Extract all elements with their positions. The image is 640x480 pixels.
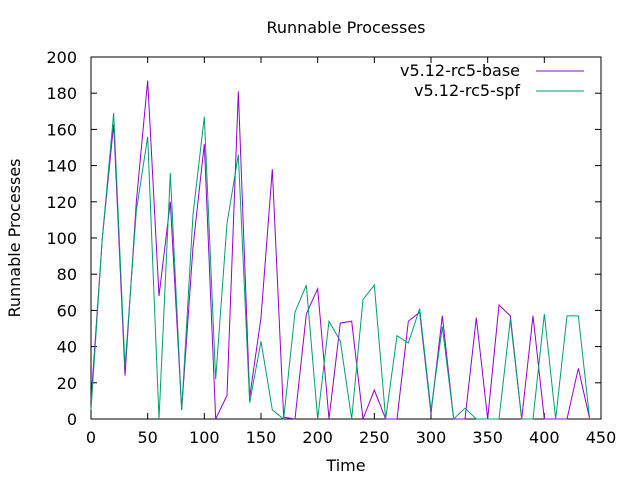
y-tick-label: 200 [46, 48, 77, 67]
y-tick-label: 160 [46, 120, 77, 139]
y-tick-label: 180 [46, 84, 77, 103]
series-layer [90, 80, 591, 421]
x-tick-label: 450 [586, 428, 617, 447]
series-line-0 [90, 80, 591, 420]
y-tick-label: 100 [46, 229, 77, 248]
y-tick-label: 40 [57, 338, 77, 357]
y-tick-label: 0 [67, 410, 77, 429]
y-tick-label: 60 [57, 301, 77, 320]
x-tick-label: 250 [359, 428, 390, 447]
x-axis-label: Time [325, 456, 365, 475]
legend-label: v5.12-rc5-spf [414, 81, 520, 100]
series-line-1 [90, 113, 591, 421]
x-tick-label: 100 [189, 428, 220, 447]
x-tick-label: 0 [86, 428, 96, 447]
y-tick-label: 80 [57, 265, 77, 284]
y-tick-label: 120 [46, 193, 77, 212]
y-axis-label: Runnable Processes [5, 158, 24, 317]
x-tick-label: 150 [246, 428, 277, 447]
x-tick-label: 400 [529, 428, 560, 447]
x-tick-label: 50 [137, 428, 157, 447]
y-tick-label: 140 [46, 157, 77, 176]
x-tick-label: 200 [302, 428, 333, 447]
x-tick-label: 300 [416, 428, 447, 447]
chart-title: Runnable Processes [266, 18, 425, 37]
legend-label: v5.12-rc5-base [400, 61, 520, 80]
axes: 0 50 100 150 200 250 300 350 400 450 0 20 40 60 80 100 1… [46, 48, 616, 447]
x-tick-label: 350 [472, 428, 503, 447]
y-tick-label: 20 [57, 374, 77, 393]
